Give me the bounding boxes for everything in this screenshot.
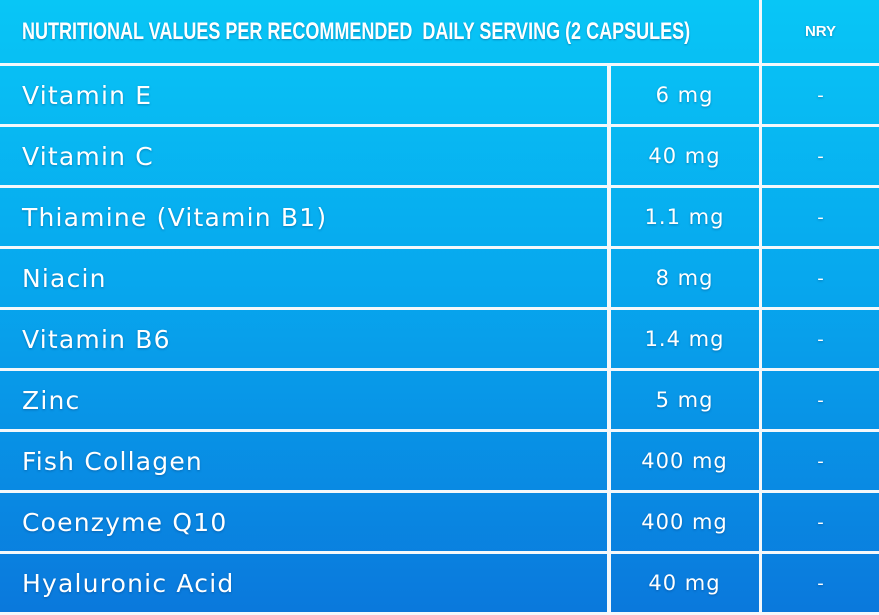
nutrient-amount: 6 mg: [610, 66, 759, 124]
nutrient-amount: 400 mg: [610, 493, 759, 551]
nutrient-amount: 1.4 mg: [610, 310, 759, 368]
nutrient-nry: -: [762, 371, 879, 429]
nutrient-nry: -: [762, 310, 879, 368]
nutrient-amount: 40 mg: [610, 127, 759, 185]
nutrient-name: Niacin: [0, 249, 607, 307]
nutrient-nry: -: [762, 127, 879, 185]
nutrient-nry: -: [762, 493, 879, 551]
nutrient-nry: -: [762, 249, 879, 307]
nutrient-amount: 1.1 mg: [610, 188, 759, 246]
nutrient-amount: 40 mg: [610, 554, 759, 612]
nutrient-amount: 400 mg: [610, 432, 759, 490]
nutrient-name: Vitamin B6: [0, 310, 607, 368]
nutrient-nry: -: [762, 66, 879, 124]
nutrient-amount: 5 mg: [610, 371, 759, 429]
header-cell: NUTRITIONAL VALUES PER RECOMMENDED DAILY…: [0, 0, 759, 63]
nutrient-name: Zinc: [0, 371, 607, 429]
nutrient-nry: -: [762, 432, 879, 490]
nutrient-amount: 8 mg: [610, 249, 759, 307]
nutrient-name: Thiamine (Vitamin B1): [0, 188, 607, 246]
nutrient-name: Coenzyme Q10: [0, 493, 607, 551]
nutrient-name: Fish Collagen: [0, 432, 607, 490]
nutrient-name: Vitamin C: [0, 127, 607, 185]
header-title: NUTRITIONAL VALUES PER RECOMMENDED DAILY…: [22, 17, 691, 45]
nutrient-nry: -: [762, 188, 879, 246]
header-nry: NRY: [762, 0, 879, 63]
nutrient-name: Vitamin E: [0, 66, 607, 124]
nutrient-name: Hyaluronic Acid: [0, 554, 607, 612]
nutrient-nry: -: [762, 554, 879, 612]
